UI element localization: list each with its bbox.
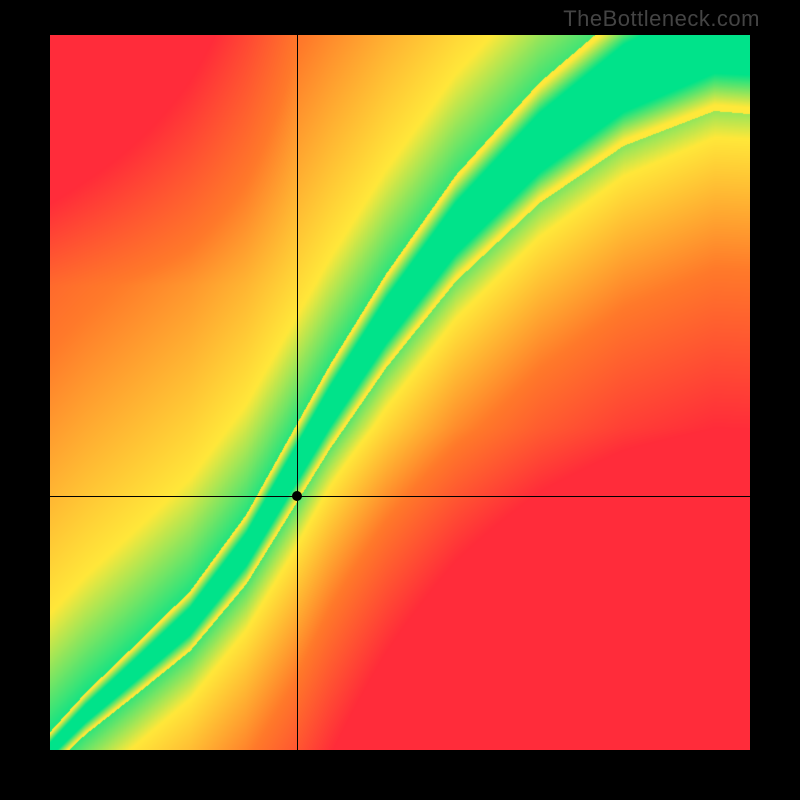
crosshair-horizontal: [50, 496, 750, 497]
watermark-text: TheBottleneck.com: [563, 6, 760, 32]
plot-area: [50, 35, 750, 750]
chart-container: TheBottleneck.com: [0, 0, 800, 800]
crosshair-vertical: [297, 35, 298, 750]
operating-point-marker: [292, 491, 302, 501]
bottleneck-heatmap: [50, 35, 750, 750]
